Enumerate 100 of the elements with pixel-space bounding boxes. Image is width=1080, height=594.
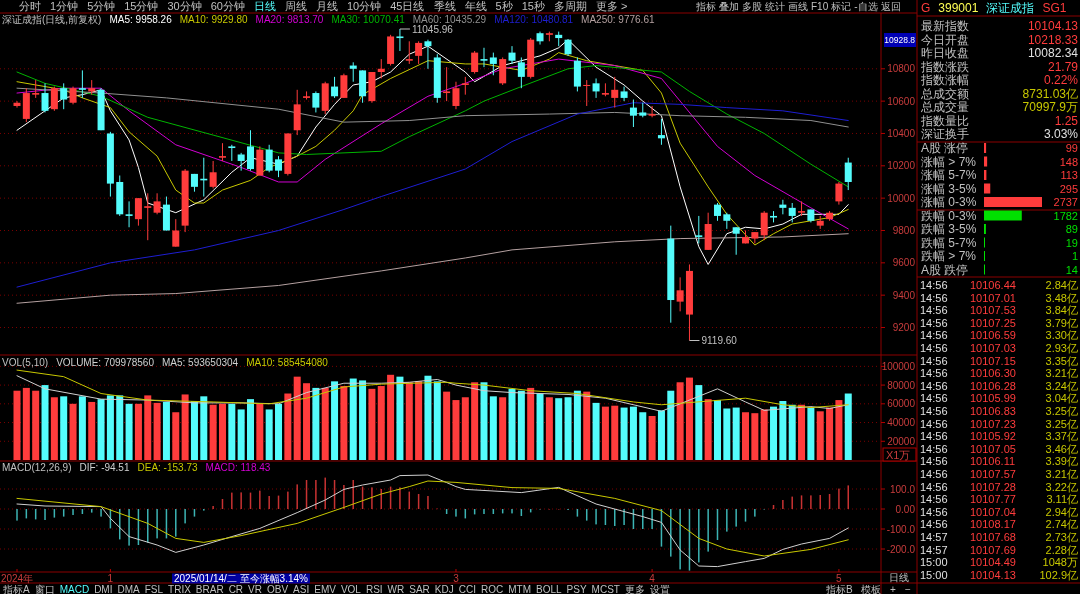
bar — [826, 407, 834, 460]
bar — [471, 382, 479, 460]
bar — [78, 396, 86, 460]
bar — [41, 385, 49, 460]
text: 10104.13 — [970, 568, 1016, 581]
y-axis-title: X1万 — [886, 448, 911, 461]
candlestick — [275, 155, 283, 178]
candlestick — [396, 28, 404, 52]
y-tick-label: 10200 — [887, 160, 916, 172]
y-tick-label: 涨幅 0-3% — [921, 195, 977, 209]
text: 2.28亿 — [1045, 543, 1078, 556]
text: G — [921, 1, 931, 15]
text: 10106.28 — [970, 379, 1016, 392]
bar — [527, 387, 535, 460]
bar — [275, 403, 283, 460]
text: 10107.05 — [970, 442, 1016, 455]
text: 14:56 — [920, 304, 948, 317]
bar — [321, 387, 329, 460]
text: 14:56 — [920, 367, 948, 380]
text: 统计 — [765, 0, 785, 12]
text: MA60: 10435.29 — [412, 13, 487, 25]
text: FSL — [144, 583, 164, 594]
text: 3.35亿 — [1045, 354, 1078, 367]
candlestick — [611, 76, 619, 109]
candlestick — [629, 99, 637, 128]
bar — [190, 401, 198, 460]
text: 10107.68 — [970, 531, 1016, 543]
bar — [162, 401, 170, 460]
bar — [144, 395, 152, 460]
text: OBV — [266, 583, 289, 594]
text: 今日开盘 — [921, 32, 969, 47]
text: 指标B — [825, 583, 853, 594]
y-tick-label: 跌幅 0-3% — [921, 208, 977, 223]
line-series — [16, 480, 849, 557]
y-tick-label: 60000 — [887, 398, 916, 410]
text: 叠加 — [719, 0, 739, 12]
text: 5分钟 — [87, 0, 116, 12]
candlestick — [50, 86, 58, 112]
text: 10107.28 — [970, 480, 1016, 493]
y-tick-label: 涨幅 3-5% — [921, 181, 977, 196]
bar — [760, 409, 768, 460]
text: 10105.92 — [970, 430, 1016, 443]
bar — [620, 407, 628, 460]
bar — [629, 406, 637, 460]
text: 70997.9万 — [1022, 100, 1078, 114]
annotation: 11045.96 — [411, 23, 454, 35]
bar — [816, 411, 824, 460]
text: 10106.83 — [970, 405, 1016, 417]
bar — [536, 393, 544, 460]
text: 10107.01 — [970, 291, 1016, 304]
text: 窗口 — [34, 583, 55, 594]
y-tick-label: A股 跌停 — [921, 262, 969, 277]
bar — [770, 406, 778, 460]
text: 10104.13 — [1027, 19, 1079, 33]
text: MACD — [59, 583, 90, 594]
bar — [564, 397, 572, 460]
x-tick-label: 4 — [649, 572, 656, 584]
text: PSY — [566, 583, 587, 594]
candlestick — [13, 100, 21, 109]
bar — [125, 403, 133, 460]
text: ASI — [293, 583, 310, 594]
line-series — [16, 375, 849, 412]
text: MA10: 585454080 — [246, 356, 329, 368]
y-tick-label: 涨幅 5-7% — [921, 168, 977, 182]
y-tick-label: 9200 — [892, 322, 916, 334]
y-tick-label: 9600 — [892, 257, 916, 269]
bar — [685, 377, 693, 460]
bar — [340, 386, 348, 460]
data-label: 89 — [1065, 223, 1078, 235]
text: 14:56 — [920, 417, 948, 430]
text: 指数量比 — [920, 113, 969, 128]
text: 3.11亿 — [1046, 493, 1078, 506]
text: 3.84亿 — [1045, 304, 1078, 317]
text: 10107.15 — [970, 354, 1016, 367]
bar — [480, 382, 488, 460]
text: 最新指数 — [921, 19, 969, 33]
bar — [396, 376, 404, 460]
candlestick — [508, 45, 516, 65]
text: 2.74亿 — [1045, 518, 1078, 531]
text: CR — [228, 583, 244, 594]
line-series — [16, 369, 849, 409]
text: 14:57 — [920, 543, 948, 556]
bar — [88, 401, 96, 460]
bar — [284, 393, 292, 460]
text: VOL — [340, 583, 362, 594]
text: 设置 — [649, 583, 670, 594]
text: 10分钟 — [347, 0, 382, 12]
y-tick-label: 10800 — [887, 63, 916, 75]
y-tick-label: -100.0 — [886, 523, 916, 535]
data-label: 148 — [1059, 155, 1078, 168]
candlestick — [620, 86, 628, 102]
text: 14:56 — [920, 379, 948, 392]
bar — [648, 415, 656, 460]
bar — [293, 376, 301, 460]
text: DMA — [117, 583, 141, 594]
text: BRAR — [195, 583, 224, 594]
data-label: 1 — [1071, 250, 1078, 262]
x-tick-label: 3 — [453, 572, 460, 584]
x-tick-label: 1 — [107, 572, 114, 584]
candlestick — [489, 52, 497, 76]
